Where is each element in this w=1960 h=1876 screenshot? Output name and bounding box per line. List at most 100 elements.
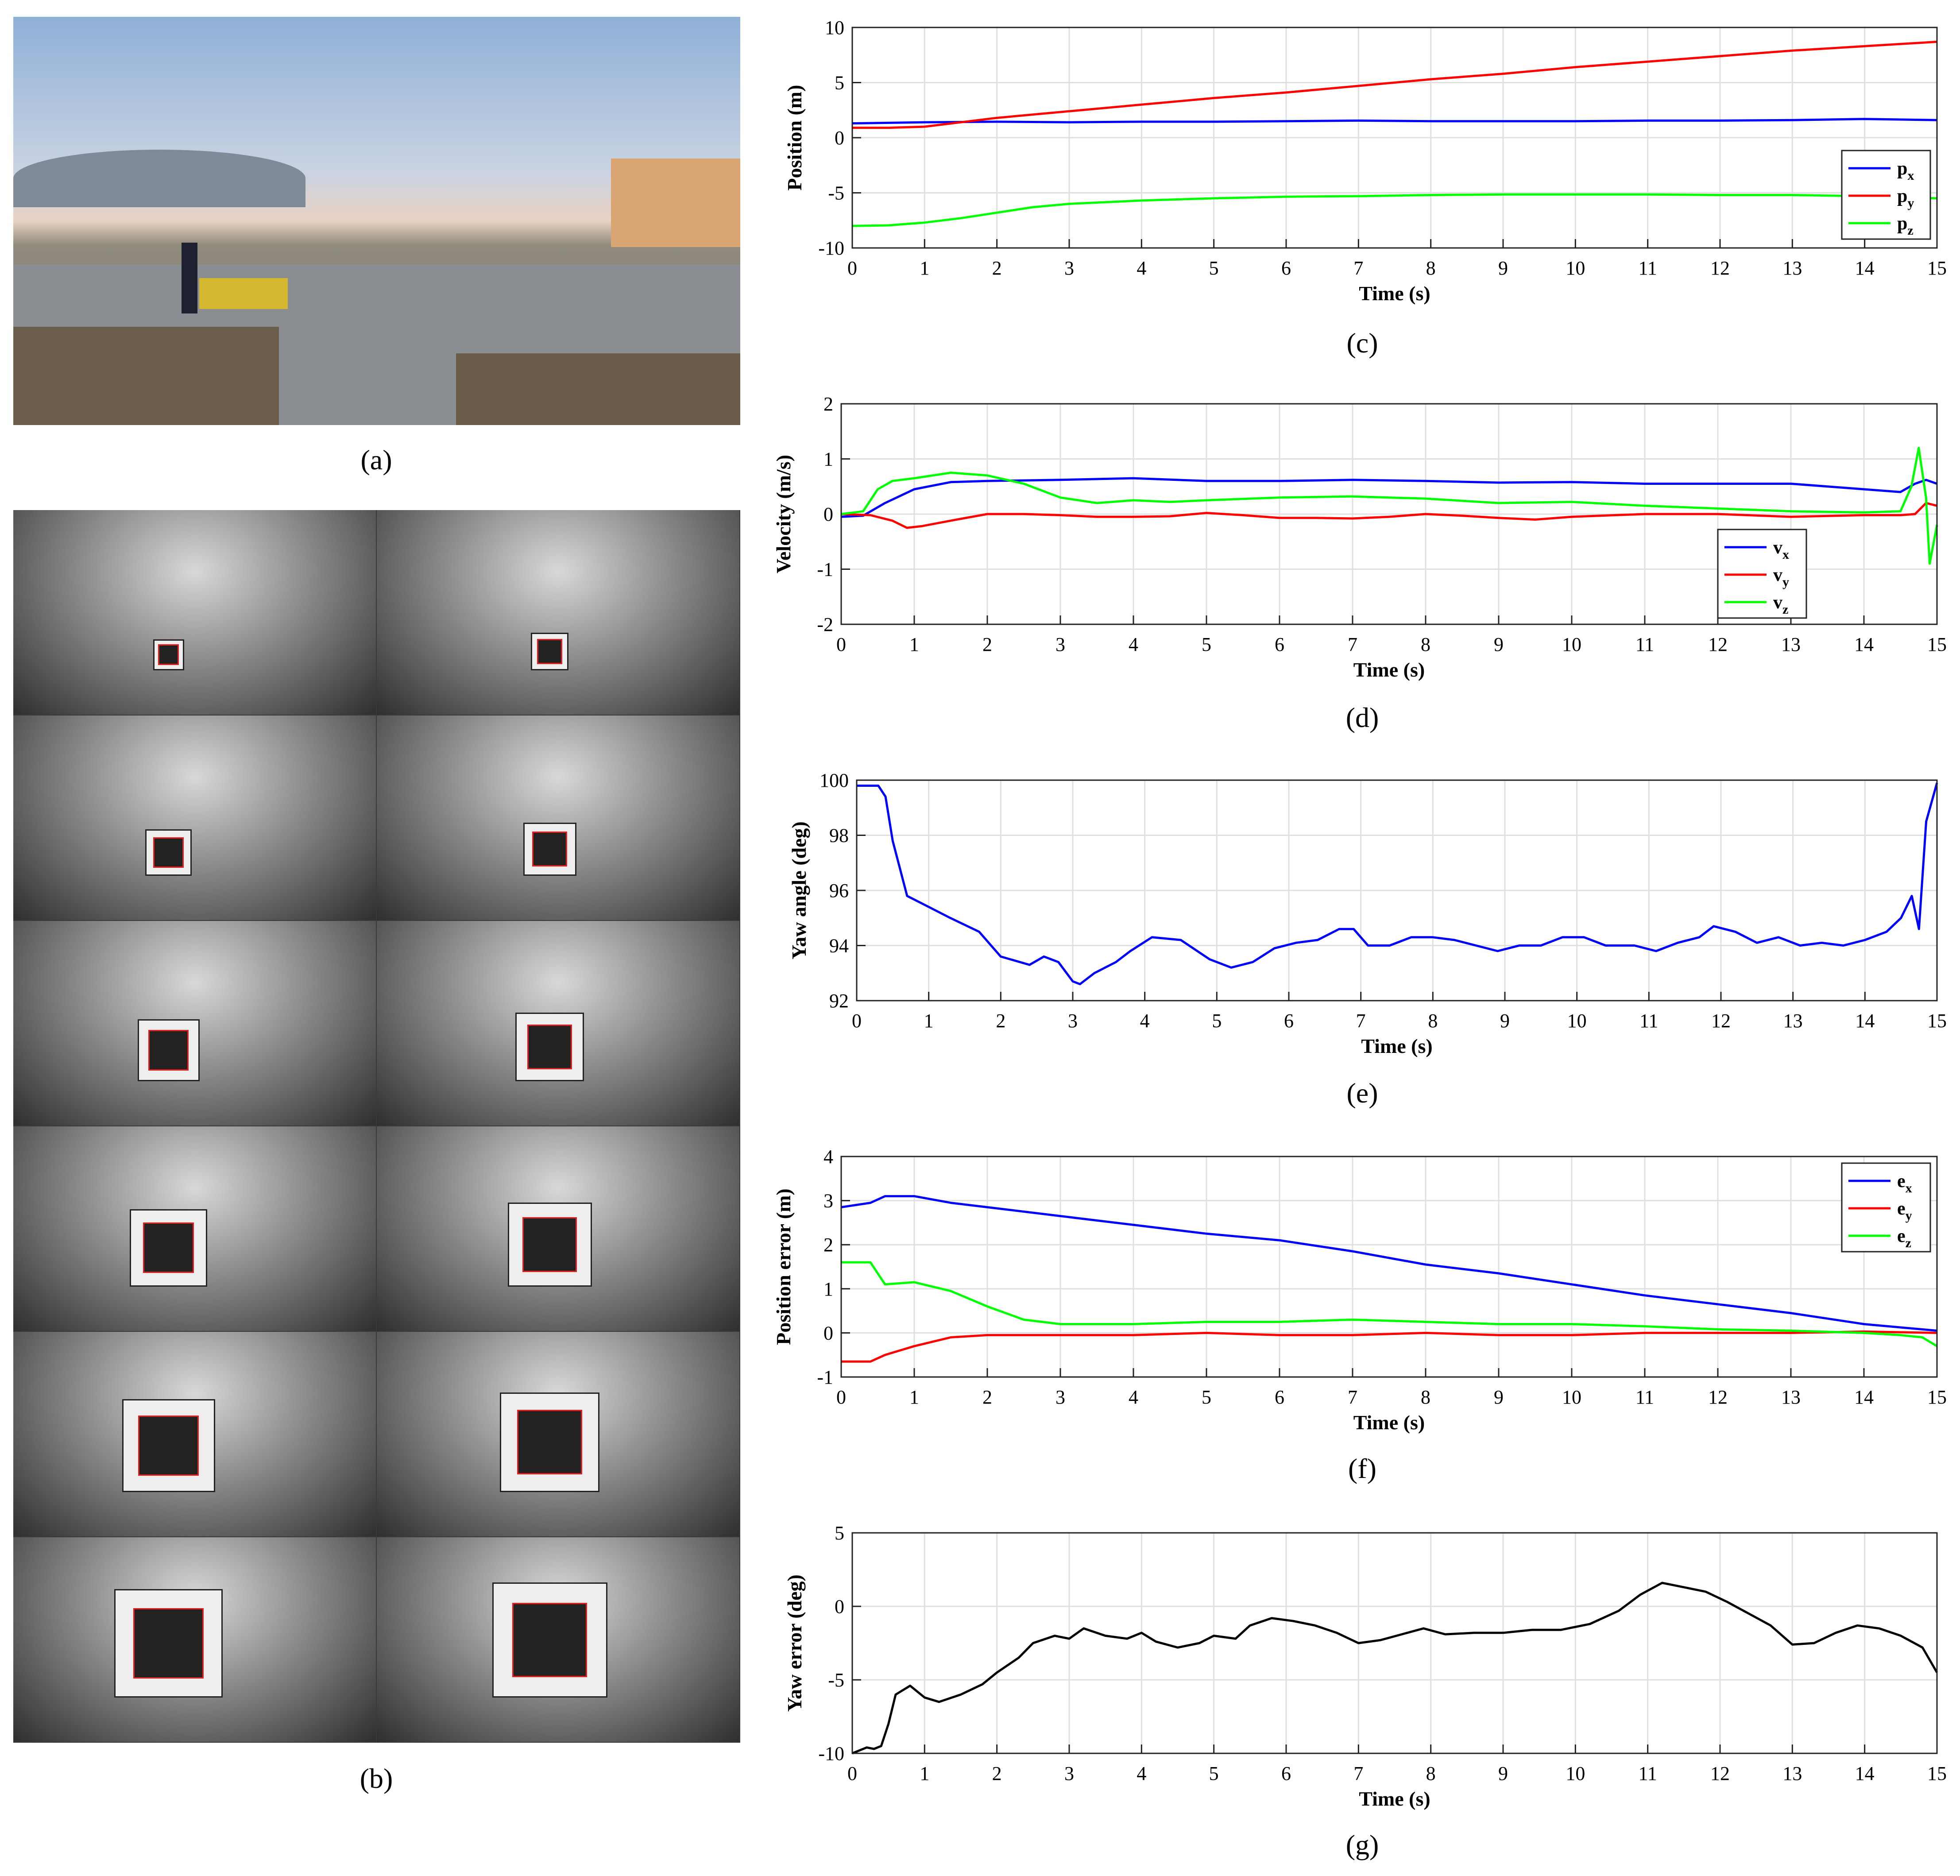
marker-board <box>531 632 568 670</box>
camera-frame <box>13 510 376 715</box>
tick-label-x: 0 <box>852 1010 862 1032</box>
tick-label-x: 4 <box>1137 1763 1146 1784</box>
marker-board <box>114 1589 223 1698</box>
aruco-marker <box>527 1024 572 1070</box>
caption-e: (e) <box>1346 1077 1378 1109</box>
tick-label-x: 8 <box>1428 1010 1438 1032</box>
camera-frame <box>13 1126 376 1331</box>
camera-frame <box>377 716 739 920</box>
series-line-pz <box>852 193 1937 227</box>
tick-label-x: 8 <box>1426 257 1436 279</box>
tick-label-x: 3 <box>1068 1010 1078 1032</box>
tick-label-x: 4 <box>1129 634 1138 655</box>
tick-label-x: 7 <box>1353 1763 1363 1784</box>
tick-label-x: 5 <box>1212 1010 1222 1032</box>
photo-a <box>13 17 740 425</box>
tick-label-y: 1 <box>823 1278 833 1300</box>
series-line-main <box>852 1582 1938 1755</box>
legend-subscript: y <box>1782 575 1789 589</box>
tick-label-x: 14 <box>1855 257 1875 279</box>
series-line-vz <box>841 447 1938 565</box>
tick-label-x: 1 <box>920 1763 929 1784</box>
tick-label-x: 9 <box>1494 1386 1504 1408</box>
tick-label-x: 15 <box>1927 634 1947 655</box>
tick-label-x: 0 <box>847 257 857 279</box>
marker-board <box>515 1012 584 1081</box>
tick-label-x: 0 <box>836 634 846 655</box>
legend-subscript: y <box>1906 1208 1912 1223</box>
camera-frame <box>377 1126 739 1331</box>
caption-g: (g) <box>1345 1829 1379 1861</box>
aruco-marker <box>517 1410 582 1475</box>
camera-frame <box>377 510 739 715</box>
series-line-py <box>852 40 1937 129</box>
tick-label-x: 12 <box>1710 257 1730 279</box>
tick-label-y: -2 <box>817 614 833 635</box>
tick-label-x: 9 <box>1494 634 1504 655</box>
caption-b: (b) <box>360 1763 393 1794</box>
tick-label-x: 5 <box>1209 257 1219 279</box>
series-line-vx <box>841 477 1937 518</box>
tick-label-x: 1 <box>909 634 919 655</box>
robot-cart <box>199 278 288 309</box>
grass-left <box>13 327 279 425</box>
marker-board <box>145 829 192 876</box>
y-axis-label: Position error (m) <box>772 1188 795 1345</box>
tick-label-x: 2 <box>982 634 992 655</box>
tick-label-x: 8 <box>1421 1386 1430 1408</box>
tick-label-y: 0 <box>835 127 844 149</box>
tick-label-y: 0 <box>835 1596 844 1617</box>
tick-label-y: 94 <box>829 935 849 957</box>
tick-label-x: 10 <box>1562 634 1581 655</box>
tick-label-y: -1 <box>817 1366 833 1388</box>
marker-board <box>122 1399 215 1492</box>
x-axis-label: Time (s) <box>1353 1411 1425 1434</box>
plot-frame <box>851 27 1938 249</box>
tick-label-y: 2 <box>823 393 833 415</box>
tick-label-x: 11 <box>1638 1763 1657 1784</box>
tick-label-x: 9 <box>1500 1010 1510 1032</box>
marker-board <box>137 1019 200 1081</box>
marker-board <box>492 1582 607 1698</box>
marker-board <box>153 639 184 670</box>
tick-label-y: 5 <box>835 72 844 94</box>
tick-label-x: 14 <box>1854 634 1874 655</box>
x-axis-label: Time (s) <box>1361 1035 1432 1057</box>
tick-label-x: 7 <box>1348 1386 1357 1408</box>
tick-label-y: 92 <box>829 990 849 1012</box>
aruco-marker <box>537 639 562 664</box>
tick-label-x: 6 <box>1275 634 1284 655</box>
tick-label-x: 13 <box>1781 634 1801 655</box>
stadium-dome <box>13 150 305 207</box>
series-line-px <box>852 118 1937 125</box>
tick-label-y: 0 <box>823 503 833 525</box>
tick-label-x: 2 <box>992 1763 1002 1784</box>
tick-label-x: 13 <box>1782 257 1802 279</box>
tick-label-x: 0 <box>836 1386 846 1408</box>
series-line-ex <box>841 1195 1937 1332</box>
tick-label-x: 6 <box>1275 1386 1284 1408</box>
aruco-marker <box>512 1602 587 1678</box>
tick-label-x: 3 <box>1055 1386 1065 1408</box>
tick-label-y: 4 <box>823 1146 833 1168</box>
tick-label-x: 10 <box>1567 1010 1587 1032</box>
x-axis-label: Time (s) <box>1359 1787 1430 1810</box>
tick-label-x: 6 <box>1284 1010 1294 1032</box>
tick-label-x: 14 <box>1855 1010 1875 1032</box>
tick-label-y: -5 <box>828 182 844 204</box>
tick-label-x: 10 <box>1566 257 1585 279</box>
series-line-ez <box>841 1261 1938 1347</box>
tick-label-x: 8 <box>1421 634 1430 655</box>
tick-label-x: 3 <box>1064 257 1074 279</box>
tick-label-x: 7 <box>1356 1010 1366 1032</box>
series-line-vy <box>841 502 1937 529</box>
caption-c: (c) <box>1346 327 1378 359</box>
plot-area <box>852 1533 1937 1753</box>
tick-label-y: 1 <box>823 449 833 470</box>
tick-label-x: 4 <box>1137 257 1146 279</box>
caption-d: (d) <box>1345 702 1379 733</box>
tick-label-y: 0 <box>823 1322 833 1344</box>
